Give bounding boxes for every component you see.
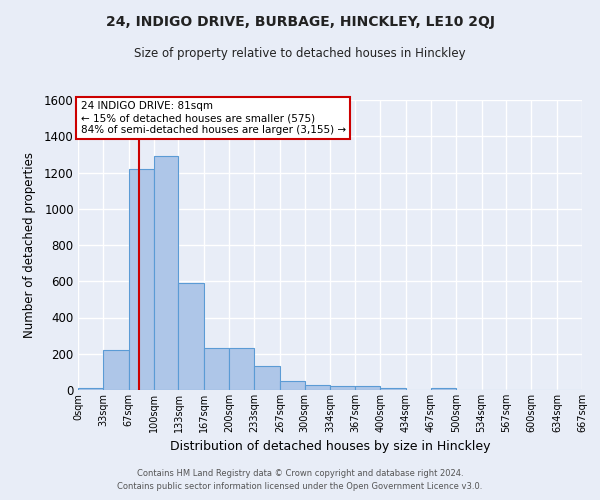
Bar (128, 169, 154, 390)
Bar (229, 348, 254, 390)
Bar (204, 348, 229, 390)
X-axis label: Distribution of detached houses by size in Hinckley: Distribution of detached houses by size … (170, 440, 490, 454)
Y-axis label: Number of detached properties: Number of detached properties (23, 152, 36, 338)
Bar (331, 386, 355, 390)
Bar (154, 156, 178, 390)
Bar (380, 388, 406, 390)
Text: Size of property relative to detached houses in Hinckley: Size of property relative to detached ho… (134, 48, 466, 60)
Bar (280, 382, 305, 390)
Text: Contains HM Land Registry data © Crown copyright and database right 2024.: Contains HM Land Registry data © Crown c… (137, 468, 463, 477)
Text: 24, INDIGO DRIVE, BURBAGE, HINCKLEY, LE10 2QJ: 24, INDIGO DRIVE, BURBAGE, HINCKLEY, LE1… (106, 15, 494, 29)
Bar (103, 350, 128, 390)
Bar (431, 388, 456, 390)
Bar (305, 384, 331, 390)
Bar (78, 388, 103, 390)
Bar (254, 366, 280, 390)
Text: Contains public sector information licensed under the Open Government Licence v3: Contains public sector information licen… (118, 482, 482, 491)
Text: 24 INDIGO DRIVE: 81sqm
← 15% of detached houses are smaller (575)
84% of semi-de: 24 INDIGO DRIVE: 81sqm ← 15% of detached… (80, 102, 346, 134)
Bar (178, 283, 204, 390)
Bar (355, 386, 380, 390)
